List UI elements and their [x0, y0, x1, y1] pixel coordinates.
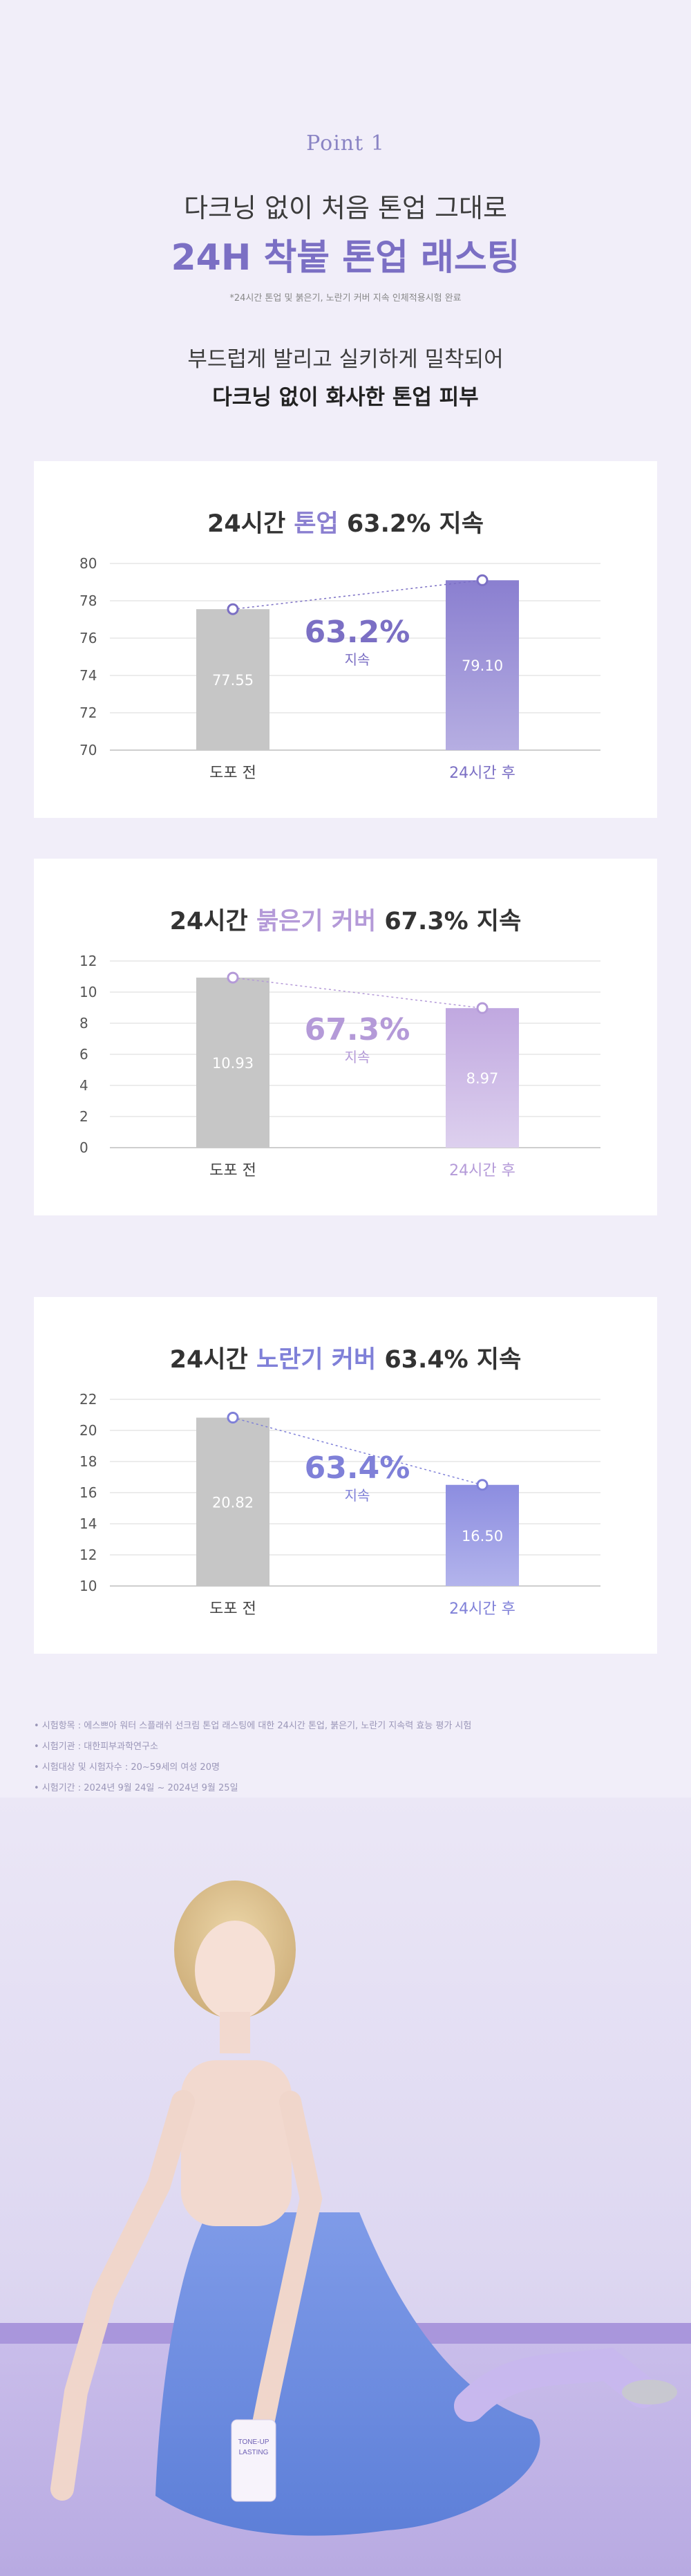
trend-line — [232, 579, 483, 610]
y-tick-label: 10 — [79, 1578, 97, 1594]
chart-title: 24시간 붉은기 커버 67.3% 지속 — [34, 902, 657, 937]
y-tick-label: 12 — [79, 953, 97, 969]
trend-line — [232, 977, 483, 1009]
chart-title-suffix: 63.2% 지속 — [338, 510, 484, 538]
bar — [446, 580, 519, 750]
data-point-marker — [227, 603, 239, 615]
chart-svg: 70 72 74 76 78 80 77.55 도포 전 79.10 24시간 후 63.2%지속 — [79, 555, 600, 782]
data-point-marker — [476, 574, 489, 586]
bar-value-label: 79.10 — [462, 657, 503, 674]
footnote: *24시간 톤업 및 붉은기, 노란기 커버 지속 인체적용시험 완료 — [229, 293, 462, 304]
chart-card-toneup: 24시간 톤업 63.2% 지속 70 72 74 76 78 80 77.55 도포 전 79… — [34, 461, 657, 818]
center-percentage: 63.2% — [305, 615, 410, 650]
y-tick-label: 2 — [79, 1108, 88, 1125]
note-item: • 시험기관 : 대한피부과학연구소 — [34, 1742, 158, 1752]
data-point-marker — [227, 1412, 239, 1424]
point-label: Point 1 — [306, 131, 385, 156]
bar — [446, 1484, 519, 1586]
y-tick-label: 80 — [79, 555, 97, 572]
category-label: 도포 전 — [209, 765, 256, 782]
center-sublabel: 지속 — [345, 1487, 370, 1504]
y-tick-label: 22 — [79, 1391, 97, 1408]
y-tick-label: 74 — [79, 667, 97, 684]
chart-title-highlight: 톤업 — [294, 510, 339, 538]
y-tick-label: 14 — [79, 1515, 97, 1532]
y-tick-label: 10 — [79, 984, 97, 1000]
y-tick-label: 12 — [79, 1547, 97, 1563]
chart-title-suffix: 67.3% 지속 — [376, 908, 522, 935]
chart-svg: 10 12 14 16 18 20 22 20.82 도포 전 16.50 24시간 후 63.4%지… — [79, 1391, 600, 1618]
category-label: 도포 전 — [209, 1162, 256, 1179]
product-tube: TONE-UP LASTING — [231, 2419, 276, 2502]
torso — [181, 2060, 292, 2226]
note-item: • 시험대상 및 시험자수 : 20~59세의 여성 20명 — [34, 1762, 220, 1773]
y-tick-label: 0 — [79, 1139, 88, 1156]
left-arm — [50, 2090, 195, 2501]
data-point-marker — [227, 971, 239, 984]
neck — [220, 2012, 250, 2053]
chart-title-highlight: 노란기 커버 — [256, 1346, 377, 1374]
test-notes: • 시험항목 : 에스쁘아 워터 스플래쉬 선크림 톤업 래스팅에 대한 24시… — [34, 1716, 657, 1799]
bar — [196, 1417, 269, 1586]
y-tick-label: 6 — [79, 1046, 88, 1063]
bar-value-label: 77.55 — [212, 672, 254, 689]
description-line-1: 부드럽게 발리고 실키하게 밀착되어 — [187, 347, 504, 372]
y-tick-label: 78 — [79, 592, 97, 609]
tube-text-1: TONE-UP — [238, 2438, 269, 2446]
chart-svg: 0 2 4 6 8 10 12 10.93 도포 전 8.97 24시간 후 67.3% 지속 — [79, 953, 600, 1179]
intro-line: 다크닝 없이 처음 톤업 그대로 — [184, 193, 507, 223]
leg — [454, 2347, 659, 2422]
chart-title-prefix: 24시간 — [169, 908, 256, 935]
bar — [196, 609, 269, 750]
bar-value-label: 20.82 — [212, 1494, 254, 1511]
center-sublabel: 지속 — [345, 1049, 370, 1065]
y-tick-label: 72 — [79, 704, 97, 721]
center-percentage: 63.4% — [305, 1450, 410, 1486]
y-tick-label: 20 — [79, 1422, 97, 1439]
model-illustration: TONE-UP LASTING — [0, 1880, 691, 2576]
y-tick-label: 76 — [79, 630, 97, 646]
y-tick-label: 8 — [79, 1015, 88, 1032]
bar — [446, 1008, 519, 1148]
tube-text-2: LASTING — [239, 2449, 269, 2456]
y-tick-label: 70 — [79, 742, 97, 758]
headline: 24H 착붙 톤업 래스팅 — [171, 237, 520, 279]
description-line-2: 다크닝 없이 화사한 톤업 피부 — [212, 385, 479, 410]
bar-value-label: 16.50 — [462, 1528, 503, 1544]
y-tick-label: 16 — [79, 1484, 97, 1501]
category-label: 24시간 후 — [449, 1162, 515, 1179]
bar-value-label: 8.97 — [466, 1070, 499, 1087]
chart-title: 24시간 노란기 커버 63.4% 지속 — [34, 1340, 657, 1375]
chart-title-prefix: 24시간 — [169, 1346, 256, 1374]
chart-title: 24시간 톤업 63.2% 지속 — [34, 504, 657, 539]
bar — [196, 978, 269, 1148]
face — [195, 1921, 275, 2020]
data-point-marker — [476, 1479, 489, 1491]
y-tick-label: 18 — [79, 1453, 97, 1470]
note-item: • 시험기간 : 2024년 9월 24일 ~ 2024년 9월 25일 — [34, 1783, 238, 1793]
chart-title-prefix: 24시간 — [207, 510, 294, 538]
model-photo: TONE-UP LASTING — [0, 1798, 691, 2576]
category-label: 24시간 후 — [449, 1600, 515, 1618]
chart-card-yellowness: 24시간 노란기 커버 63.4% 지속 10 12 14 16 18 20 22 20.82… — [34, 1297, 657, 1654]
data-point-marker — [476, 1002, 489, 1014]
center-percentage: 67.3% — [305, 1012, 410, 1047]
shoe — [622, 2380, 677, 2405]
chart-title-highlight: 붉은기 커버 — [256, 908, 377, 935]
bar-value-label: 10.93 — [212, 1055, 254, 1072]
category-label: 24시간 후 — [449, 765, 515, 782]
category-label: 도포 전 — [209, 1600, 256, 1618]
note-item: • 시험항목 : 에스쁘아 워터 스플래쉬 선크림 톤업 래스팅에 대한 24시… — [34, 1721, 472, 1731]
y-tick-label: 4 — [79, 1077, 88, 1094]
chart-card-redness: 24시간 붉은기 커버 67.3% 지속 0 2 4 6 8 10 12 10.93 도포 전 8… — [34, 859, 657, 1215]
chart-title-suffix: 63.4% 지속 — [376, 1346, 522, 1374]
center-sublabel: 지속 — [345, 651, 370, 668]
